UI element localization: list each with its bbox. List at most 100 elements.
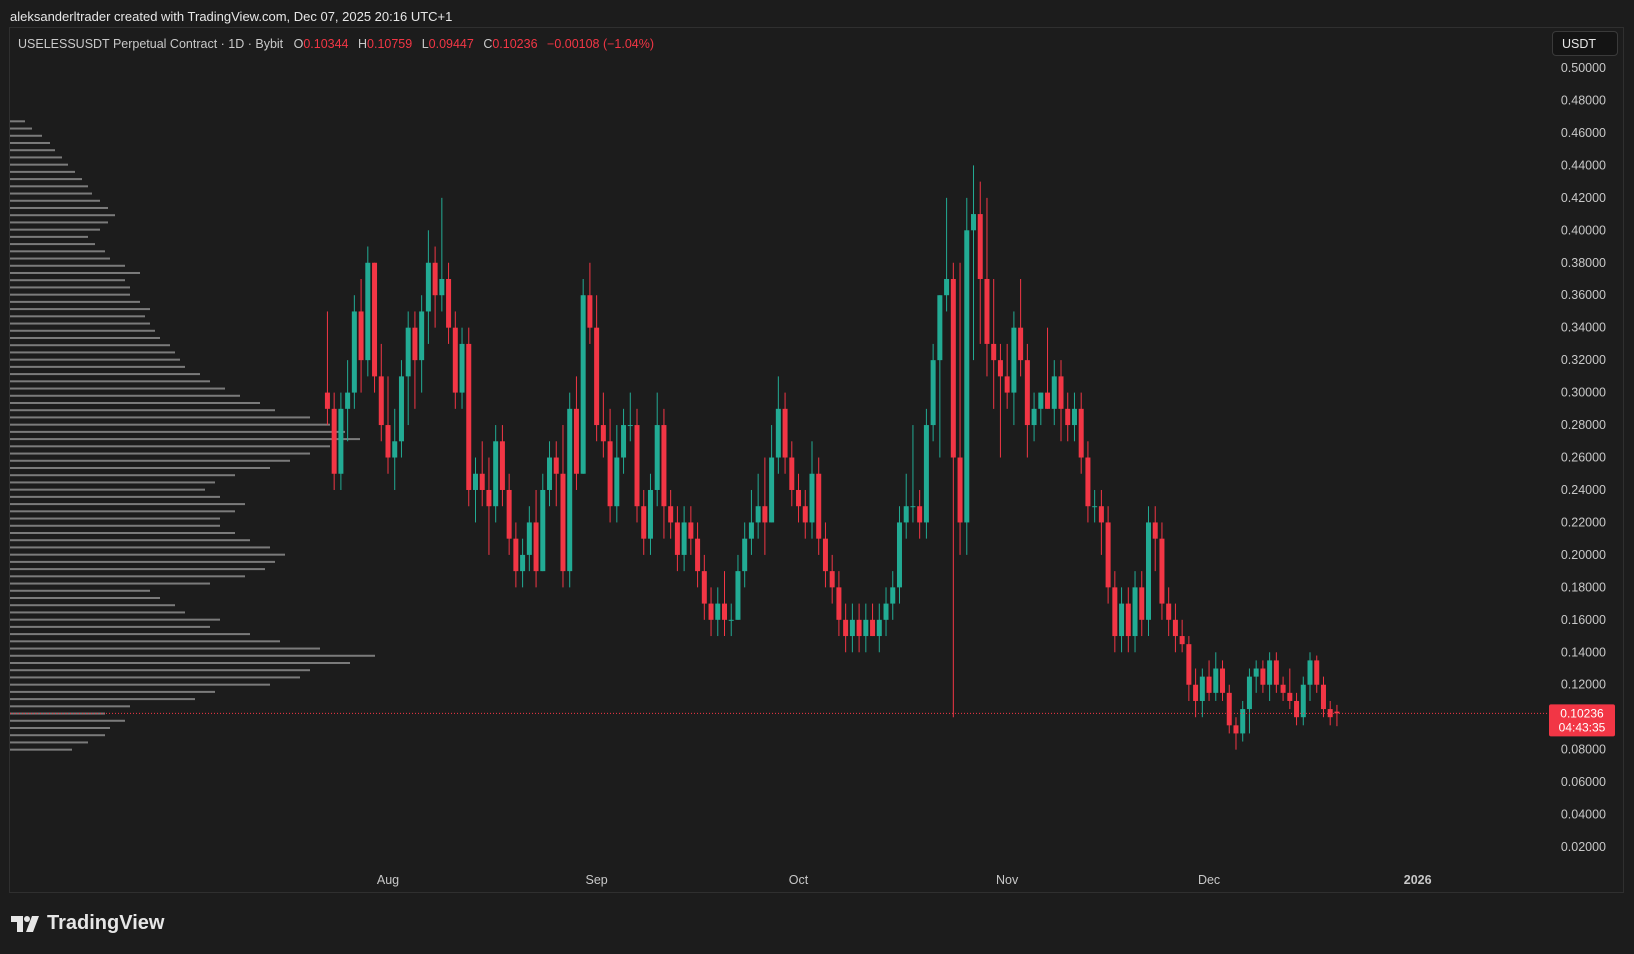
candle-body — [1145, 522, 1151, 620]
candle-body — [446, 278, 452, 328]
y-tick-label: 0.04000 — [1561, 808, 1606, 822]
high-value: 0.10759 — [367, 37, 413, 51]
volume-profile-bar — [10, 178, 82, 181]
candle-body — [1334, 711, 1340, 714]
volume-profile-bar — [10, 618, 220, 621]
candle-body — [930, 360, 936, 426]
candle-body — [816, 473, 822, 539]
volume-profile-bar — [10, 409, 275, 412]
volume-profile-bar — [10, 654, 375, 657]
last-price-text: 0.10236 — [1560, 706, 1604, 720]
y-tick-label: 0.18000 — [1561, 580, 1606, 594]
time-axis: Aug Sep Oct Nov Dec 2026 — [377, 873, 1432, 887]
volume-profile-bar — [10, 712, 105, 715]
candle-body — [634, 425, 640, 507]
candle-body — [526, 522, 532, 555]
chart-frame — [9, 27, 1624, 893]
volume-profile-bar — [10, 466, 270, 469]
candle-body — [1112, 587, 1118, 637]
volume-profile-bar — [10, 698, 195, 701]
candle-body — [708, 603, 714, 620]
candle-body — [1307, 660, 1313, 685]
candle-body — [701, 571, 707, 604]
volume-profile-bar — [10, 423, 330, 426]
volume-profile-bar — [10, 271, 140, 274]
candle-body — [1045, 392, 1051, 409]
volume-profile-bar — [10, 625, 210, 628]
tradingview-logo[interactable]: TradingView — [11, 912, 164, 935]
candle-body — [567, 408, 573, 572]
candle-body — [1240, 709, 1246, 734]
candle-body — [1098, 506, 1104, 523]
candle-body — [681, 522, 687, 555]
volume-profile-bar — [10, 250, 105, 253]
candle-body — [863, 619, 869, 637]
volume-profile-bar — [10, 336, 160, 339]
volume-profile-bar — [10, 604, 175, 607]
candle-body — [600, 425, 606, 442]
volume-profile-bar — [10, 438, 360, 441]
x-tick-label: Sep — [586, 873, 608, 887]
y-tick-label: 0.06000 — [1561, 775, 1606, 789]
volume-profile-bar — [10, 647, 320, 650]
candle-body — [991, 343, 997, 361]
candle-body — [822, 538, 828, 572]
candle-body — [1085, 457, 1091, 507]
volume-profile-bar — [10, 734, 105, 737]
candle-body — [1051, 376, 1057, 409]
candle-body — [452, 327, 458, 393]
volume-profile-bar — [10, 380, 210, 383]
y-tick-label: 0.26000 — [1561, 451, 1606, 465]
candle-body — [1018, 327, 1024, 361]
candle-body — [506, 489, 512, 539]
candle-body — [351, 311, 357, 393]
symbol-label[interactable]: USELESSUSDT Perpetual Contract · 1D · By… — [18, 37, 284, 51]
volume-profile-bar — [10, 524, 220, 527]
volume-profile — [10, 120, 375, 751]
volume-profile-bar — [10, 553, 285, 556]
y-tick-label: 0.24000 — [1561, 483, 1606, 497]
volume-profile-bar — [10, 141, 50, 144]
volume-profile-bar — [10, 546, 270, 549]
volume-profile-bar — [10, 582, 210, 585]
candle-body — [984, 278, 990, 344]
volume-profile-bar — [10, 611, 185, 614]
candle-body — [1253, 668, 1259, 677]
volume-profile-bar — [10, 170, 75, 173]
candle-body — [1011, 327, 1017, 393]
open-label: O — [293, 37, 304, 51]
candle-body — [419, 311, 425, 361]
volume-profile-bar — [10, 293, 130, 296]
candle-body — [627, 425, 633, 427]
currency-button[interactable]: USDT — [1552, 31, 1618, 56]
candle-body — [964, 230, 970, 523]
candle-body — [876, 619, 882, 637]
candle-body — [1220, 668, 1226, 693]
candle-body — [378, 376, 384, 426]
candle-body — [654, 425, 660, 490]
volume-profile-bar — [10, 748, 72, 751]
candle-body — [425, 262, 431, 312]
candle-body — [1199, 676, 1205, 701]
candle-body — [587, 295, 593, 328]
volume-profile-bar — [10, 676, 300, 679]
candle-body — [493, 441, 499, 507]
volume-profile-bar — [10, 228, 100, 231]
candle-body — [573, 408, 579, 474]
author-line: aleksanderltrader created with TradingVi… — [10, 9, 453, 24]
candle-body — [1314, 660, 1320, 685]
volume-profile-bar — [10, 214, 115, 217]
volume-profile-bar — [10, 568, 265, 571]
candle-body — [950, 278, 956, 458]
volume-profile-bar — [10, 365, 185, 368]
candle-body — [345, 392, 351, 409]
volume-profile-bar — [10, 394, 240, 397]
candle-body — [802, 506, 808, 523]
candle-body — [1058, 376, 1064, 409]
change-value: −0.00108 (−1.04%) — [547, 37, 655, 51]
ohlc-legend: USELESSUSDT Perpetual Contract · 1D · By… — [18, 37, 660, 51]
candle-body — [796, 489, 802, 507]
volume-profile-bar — [10, 344, 170, 347]
volume-profile-bar — [10, 401, 260, 404]
